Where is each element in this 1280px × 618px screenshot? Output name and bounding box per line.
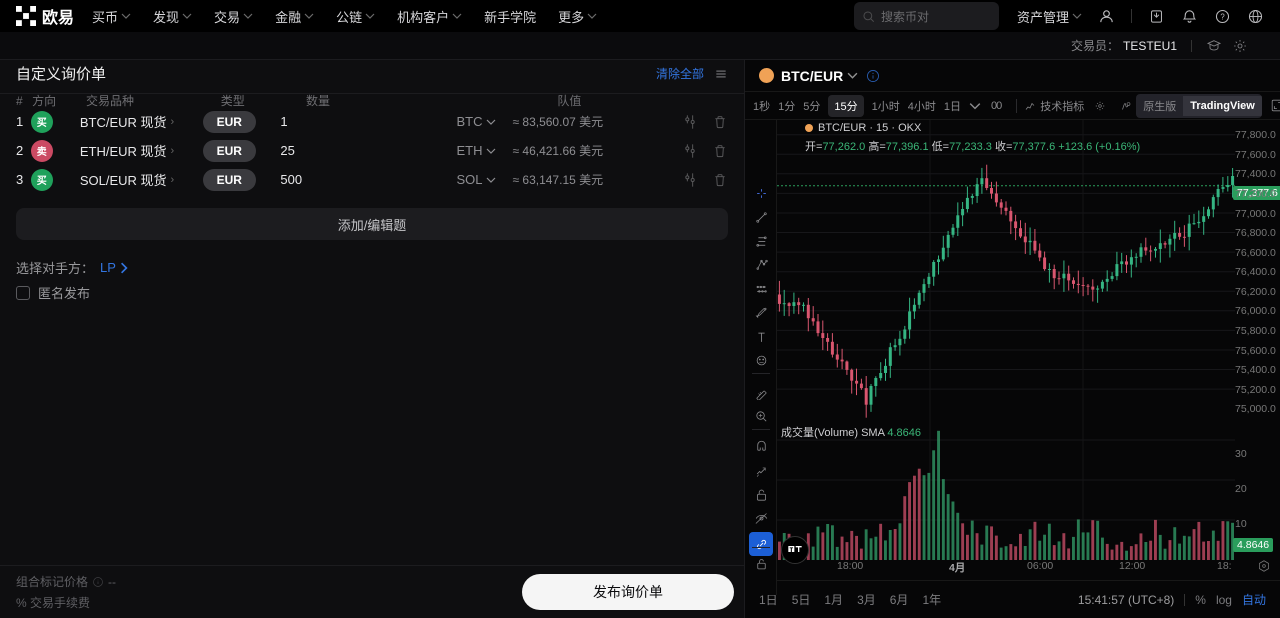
svg-text:?: ? [1220,12,1225,21]
